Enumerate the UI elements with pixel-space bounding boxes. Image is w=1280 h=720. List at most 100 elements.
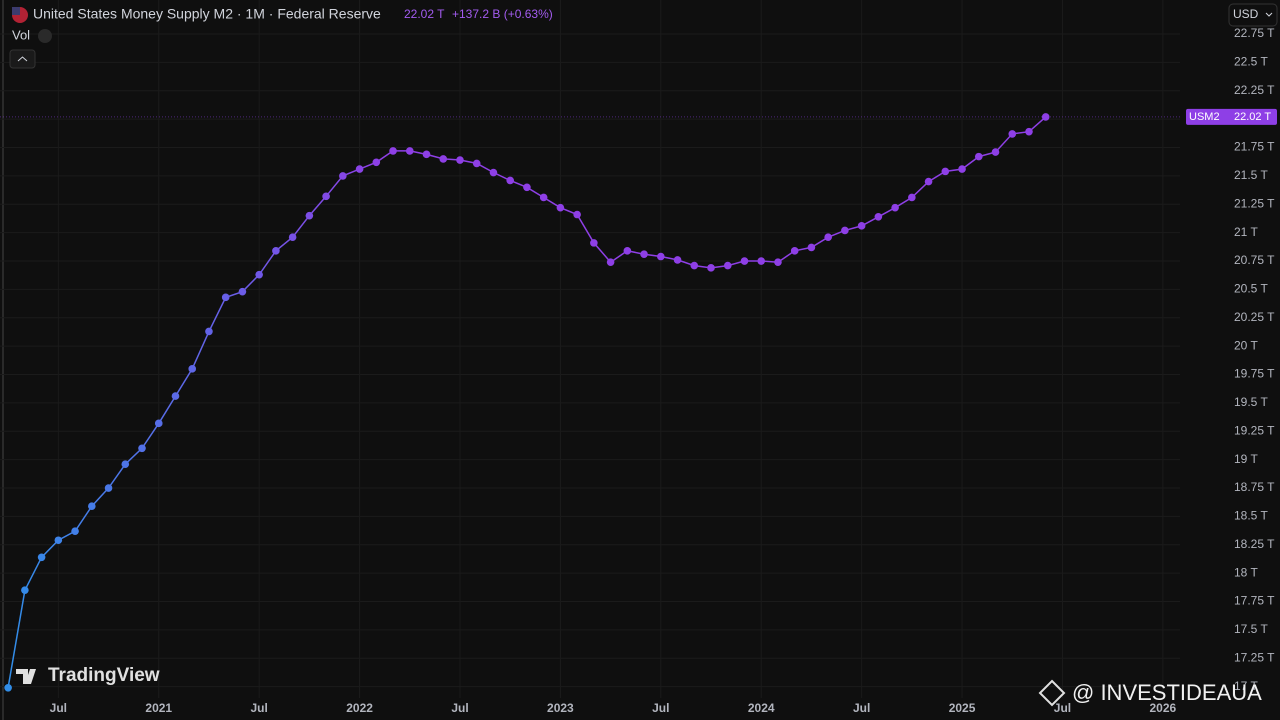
point <box>924 177 933 186</box>
point <box>71 527 79 535</box>
point <box>221 293 230 302</box>
point <box>88 502 96 510</box>
price-tag-value: 22.02 T <box>1234 111 1271 123</box>
point <box>272 247 280 255</box>
x-tick-label: 2022 <box>346 701 373 715</box>
x-tick-label: Jul <box>250 701 267 715</box>
point <box>556 203 565 212</box>
y-tick-label: 18.25 T <box>1234 537 1275 551</box>
y-tick-label: 20.5 T <box>1234 282 1268 296</box>
y-tick-label: 18.75 T <box>1234 480 1275 494</box>
point <box>1025 127 1033 136</box>
point <box>154 419 163 428</box>
x-tick-label: Jul <box>50 701 67 715</box>
point <box>841 226 849 235</box>
point <box>874 212 883 221</box>
point <box>104 484 113 492</box>
point <box>305 211 314 220</box>
x-tick-label: Jul <box>652 701 669 715</box>
grid <box>0 0 1180 698</box>
point <box>138 444 146 453</box>
dropdown-icon <box>1265 12 1273 17</box>
y-tick-label: 20.25 T <box>1234 310 1275 324</box>
point <box>422 150 431 159</box>
y-tick-label: 21.5 T <box>1234 168 1268 182</box>
point <box>339 172 347 180</box>
point <box>941 167 950 176</box>
point <box>573 210 581 219</box>
volume-label: Vol <box>12 27 30 42</box>
price-tag <box>1186 108 1277 125</box>
currency-button[interactable] <box>1228 3 1278 27</box>
point <box>21 586 29 594</box>
y-tick-label: 22.75 T <box>1234 26 1275 40</box>
point <box>590 239 598 247</box>
y-tick-label: 21 T <box>1234 225 1258 239</box>
point <box>523 183 531 192</box>
x-tick-label: 2024 <box>748 701 775 715</box>
y-tick-label: 22.25 T <box>1234 83 1275 97</box>
point <box>974 152 983 161</box>
collapse-icon <box>17 56 28 62</box>
y-tick-label: 19.25 T <box>1234 423 1275 437</box>
y-tick-label: 19.75 T <box>1234 367 1275 381</box>
last-value: 22.02 T <box>404 7 445 21</box>
y-tick-label: 18 T <box>1234 565 1258 579</box>
point <box>824 233 832 242</box>
x-tick-label: Jul <box>1054 701 1071 715</box>
point <box>439 155 448 163</box>
point <box>1041 113 1050 121</box>
point <box>121 460 130 468</box>
y-tick-label: 17.5 T <box>1234 622 1268 636</box>
y-tick-label: 21.25 T <box>1234 196 1275 210</box>
point <box>372 158 381 167</box>
point <box>723 261 732 270</box>
point <box>506 176 514 185</box>
title: United States Money Supply M2 · 1M · Fed… <box>33 6 381 22</box>
x-tick-label: 2021 <box>145 701 172 715</box>
y-tick-label: 21.75 T <box>1234 140 1275 154</box>
logo: TradingView <box>48 665 160 686</box>
point <box>188 365 197 373</box>
y-tick-label: 17.75 T <box>1234 594 1275 608</box>
point <box>774 258 782 266</box>
x-tick-label: 2025 <box>949 701 976 715</box>
point <box>1008 130 1017 138</box>
point <box>606 258 615 266</box>
point <box>255 270 263 279</box>
point <box>288 233 297 242</box>
point <box>707 264 715 272</box>
x-tick-label: Jul <box>853 701 870 715</box>
point <box>4 683 12 692</box>
point <box>740 257 749 265</box>
point <box>456 156 464 164</box>
point <box>205 327 213 336</box>
point <box>322 192 330 201</box>
watermark: @ INVESTIDEAUA <box>1072 680 1262 705</box>
collapse-button[interactable] <box>9 49 36 69</box>
logo-icon <box>16 669 36 684</box>
point <box>54 536 63 545</box>
point <box>37 553 46 562</box>
y-tick-label: 20.75 T <box>1234 253 1275 267</box>
point <box>657 252 665 261</box>
y-tick-label: 18.5 T <box>1234 509 1268 523</box>
x-tick-label: 2026 <box>1150 701 1177 715</box>
point <box>991 148 1000 156</box>
y-tick-label: 22.5 T <box>1234 55 1268 69</box>
point <box>640 250 648 259</box>
y-tick-label: 17.25 T <box>1234 650 1275 664</box>
point <box>355 165 364 173</box>
point <box>539 193 548 202</box>
currency: USD <box>1233 7 1259 21</box>
change: +137.2 B (+0.63%) <box>452 7 553 21</box>
point <box>472 159 481 168</box>
point <box>405 147 414 155</box>
point <box>790 247 799 255</box>
point <box>857 222 866 230</box>
point <box>489 168 498 177</box>
watermark-icon <box>1038 679 1066 707</box>
flag-canton <box>12 7 20 15</box>
point <box>623 247 632 255</box>
